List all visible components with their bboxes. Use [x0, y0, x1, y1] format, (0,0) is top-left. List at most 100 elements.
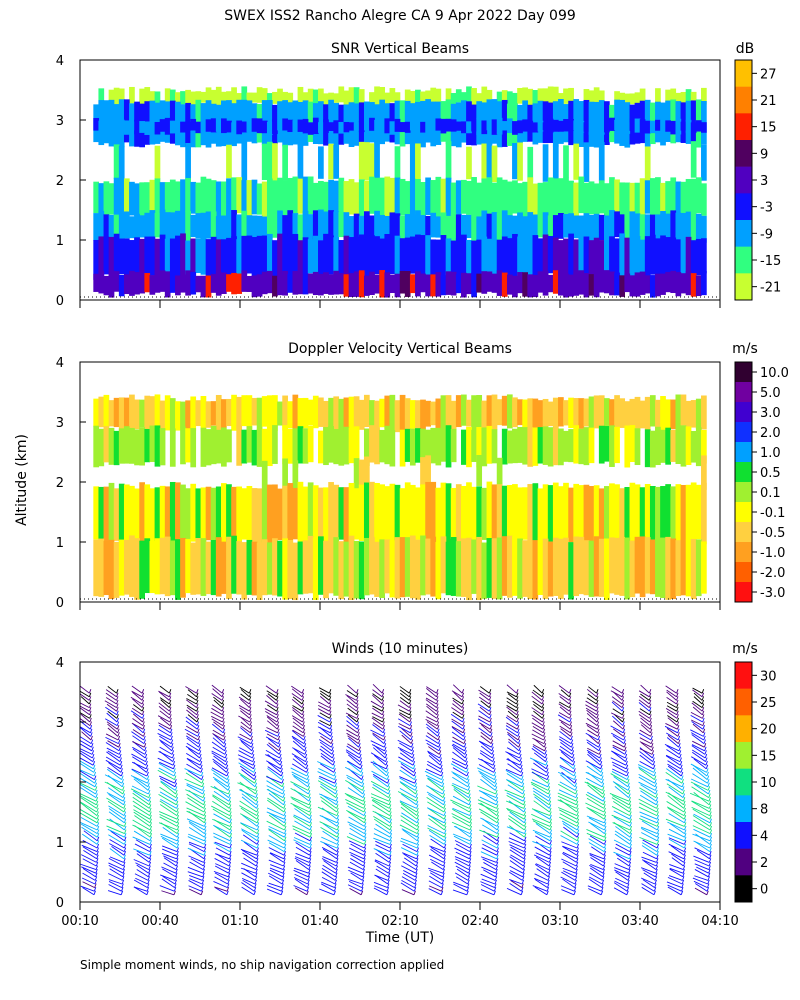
- wind-barb-staff: [384, 746, 387, 751]
- doppler-cell: [98, 428, 105, 467]
- wind-barb: [531, 707, 543, 716]
- doppler-cell: [461, 485, 467, 542]
- snr-cell: [598, 275, 605, 293]
- snr-cell: [389, 177, 396, 219]
- wind-barb: [403, 870, 416, 878]
- snr-cell: [123, 120, 130, 135]
- doppler-cell: [680, 425, 687, 467]
- wind-barb: [456, 868, 469, 878]
- wind-barb-staff: [198, 743, 201, 748]
- wind-barb: [587, 807, 605, 820]
- snr-cell: [690, 100, 697, 145]
- doppler-cell: [134, 488, 140, 543]
- wind-barb: [428, 755, 441, 766]
- wind-barb-staff: [548, 865, 551, 870]
- doppler-cell: [175, 401, 181, 431]
- doppler-cell: [430, 401, 437, 426]
- wind-barb: [81, 866, 97, 874]
- wind-barb: [187, 758, 201, 770]
- snr-cell: [302, 118, 309, 134]
- snr-cell: [241, 142, 248, 184]
- wind-barb: [424, 770, 442, 781]
- wind-barb: [159, 777, 176, 788]
- wind-barb: [345, 712, 358, 719]
- snr-cell: [573, 215, 580, 239]
- snr-cell: [701, 87, 707, 105]
- doppler-cell: [118, 483, 125, 545]
- wind-barb: [107, 723, 118, 734]
- snr-cell: [558, 178, 564, 215]
- wind-barb: [82, 868, 96, 878]
- wind-barb: [80, 757, 94, 766]
- wind-barb: [347, 735, 359, 744]
- wind-barb-staff: [356, 699, 359, 705]
- wind-barb: [80, 795, 97, 806]
- wind-barb-staff: [201, 883, 204, 888]
- wind-barb: [690, 763, 707, 773]
- winds-colorbar-label: 10: [760, 776, 777, 791]
- snr-cell: [649, 275, 656, 298]
- wind-barb: [398, 756, 414, 766]
- wind-barb: [349, 851, 365, 860]
- wind-barb-staff: [358, 743, 361, 748]
- wind-barb-staff: [496, 815, 499, 820]
- doppler-cell: [93, 398, 100, 427]
- wind-barb-staff: [568, 696, 572, 701]
- wind-barb-staff: [198, 750, 202, 755]
- wind-barb: [370, 761, 387, 770]
- doppler-cell: [103, 540, 110, 596]
- wind-barb: [691, 744, 705, 752]
- wind-barb: [483, 869, 496, 878]
- wind-barb-staff: [95, 789, 98, 795]
- snr-colorbar-label: -15: [760, 254, 781, 269]
- snr-cell: [302, 210, 309, 242]
- snr-colorbar-swatch: [735, 220, 752, 247]
- doppler-cell: [409, 484, 416, 546]
- wind-barb-staff: [201, 779, 204, 784]
- wind-barb: [639, 751, 654, 762]
- snr-cell: [547, 86, 554, 107]
- doppler-cell: [537, 538, 544, 595]
- wind-barb-staff: [408, 703, 412, 708]
- snr-cell: [169, 271, 176, 293]
- wind-barb: [268, 814, 285, 827]
- wind-barb: [452, 808, 471, 820]
- doppler-cell: [399, 429, 406, 467]
- doppler-cell: [629, 425, 636, 463]
- snr-cell: [231, 177, 237, 219]
- wind-barb: [400, 692, 410, 701]
- wind-barb-staff: [683, 804, 686, 809]
- wind-barb: [186, 709, 198, 719]
- wind-barb: [399, 742, 413, 752]
- snr-cell: [466, 273, 472, 295]
- wind-barb-staff: [517, 735, 521, 741]
- wind-barb-staff: [436, 696, 439, 701]
- wind-barb: [240, 822, 258, 834]
- wind-barb: [640, 826, 658, 835]
- snr-cell: [175, 121, 181, 133]
- wind-barb: [640, 717, 651, 726]
- snr-colorbar-label: 15: [760, 121, 777, 136]
- wind-barb-staff: [330, 735, 333, 741]
- wind-barb-staff: [708, 865, 711, 870]
- snr-cell: [409, 178, 416, 220]
- snr-cell: [450, 182, 457, 217]
- snr-cell: [103, 100, 110, 144]
- wind-barb: [506, 887, 522, 896]
- wind-barb: [480, 735, 492, 744]
- snr-cell: [144, 273, 151, 293]
- snr-cell: [118, 238, 125, 275]
- wind-barb-staff: [203, 818, 207, 823]
- snr-cell: [312, 182, 319, 219]
- wind-barb: [692, 687, 703, 694]
- snr-cell: [690, 211, 697, 243]
- wind-barb: [106, 825, 125, 835]
- wind-barb-staff: [141, 707, 145, 712]
- wind-barb-staff: [383, 739, 386, 744]
- wind-barb-staff: [547, 786, 551, 791]
- snr-cell: [343, 122, 350, 133]
- wind-barb: [667, 833, 685, 842]
- wind-barb-staff: [496, 843, 500, 849]
- wind-barb-staff: [442, 872, 445, 877]
